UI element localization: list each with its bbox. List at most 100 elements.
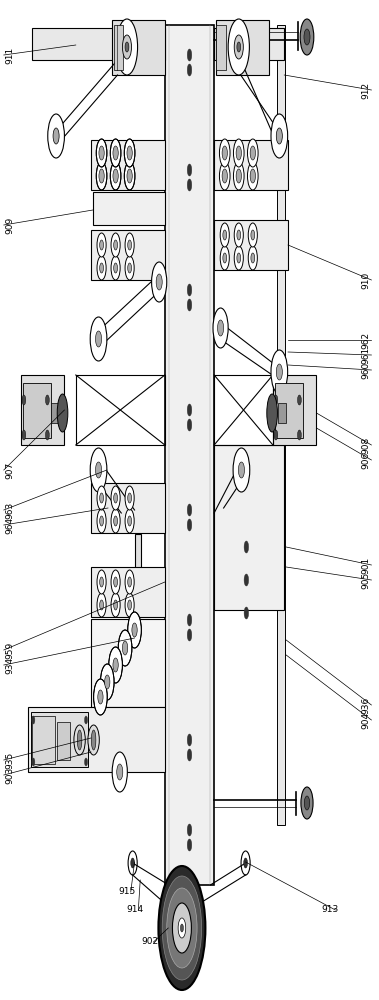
Circle shape	[238, 462, 244, 478]
Circle shape	[117, 764, 123, 780]
Circle shape	[100, 664, 114, 700]
Circle shape	[276, 128, 282, 144]
Bar	[32, 716, 55, 764]
Circle shape	[187, 839, 192, 851]
Circle shape	[274, 395, 278, 405]
Circle shape	[187, 64, 192, 76]
Circle shape	[111, 593, 120, 617]
Circle shape	[113, 146, 118, 160]
Ellipse shape	[88, 725, 99, 755]
Circle shape	[187, 749, 192, 761]
Text: 964: 964	[5, 516, 14, 534]
Circle shape	[125, 256, 134, 280]
Circle shape	[122, 641, 128, 655]
Circle shape	[218, 320, 224, 336]
Circle shape	[97, 486, 106, 510]
Circle shape	[96, 162, 107, 190]
Circle shape	[187, 519, 192, 531]
Bar	[275, 383, 303, 438]
Text: 935: 935	[5, 751, 14, 769]
Text: 911: 911	[5, 46, 14, 64]
Bar	[214, 220, 288, 270]
Circle shape	[187, 629, 192, 641]
Circle shape	[298, 395, 301, 405]
Circle shape	[276, 364, 282, 380]
Circle shape	[116, 19, 138, 75]
Text: 962: 962	[361, 331, 370, 349]
Circle shape	[223, 230, 227, 240]
Circle shape	[158, 866, 205, 990]
Bar	[214, 375, 273, 445]
Circle shape	[167, 888, 197, 968]
Bar	[91, 230, 165, 280]
Circle shape	[97, 570, 106, 594]
Circle shape	[113, 658, 118, 672]
Circle shape	[45, 430, 49, 440]
Circle shape	[85, 716, 88, 724]
Circle shape	[233, 448, 250, 492]
Circle shape	[187, 179, 192, 191]
Circle shape	[128, 577, 132, 587]
Circle shape	[22, 430, 26, 440]
Circle shape	[90, 448, 107, 492]
Circle shape	[128, 263, 132, 273]
Circle shape	[250, 169, 255, 183]
Bar	[135, 534, 141, 617]
Text: 909: 909	[5, 216, 14, 234]
Circle shape	[244, 858, 247, 868]
Text: 961: 961	[361, 346, 370, 364]
Text: 908: 908	[361, 436, 370, 454]
Circle shape	[304, 796, 310, 810]
Bar	[214, 28, 284, 60]
Circle shape	[301, 787, 313, 819]
Bar	[76, 375, 165, 445]
Circle shape	[222, 146, 227, 160]
Circle shape	[233, 162, 244, 190]
Circle shape	[96, 462, 102, 478]
Text: 902: 902	[141, 938, 158, 946]
Circle shape	[124, 162, 135, 190]
Ellipse shape	[74, 725, 85, 755]
Bar	[91, 483, 165, 533]
Circle shape	[234, 223, 243, 247]
Circle shape	[48, 114, 64, 158]
Circle shape	[112, 752, 127, 792]
Text: 910: 910	[361, 271, 370, 289]
Circle shape	[178, 918, 186, 938]
Circle shape	[187, 419, 192, 431]
Circle shape	[248, 223, 257, 247]
Circle shape	[228, 19, 249, 75]
Circle shape	[85, 758, 88, 766]
Circle shape	[244, 574, 249, 586]
Circle shape	[128, 600, 132, 610]
Bar	[214, 140, 288, 190]
Bar	[278, 403, 286, 423]
Circle shape	[125, 509, 134, 533]
Bar	[51, 403, 60, 423]
Circle shape	[105, 675, 110, 689]
Bar	[216, 25, 226, 70]
Circle shape	[111, 486, 120, 510]
Circle shape	[97, 509, 106, 533]
Circle shape	[110, 139, 121, 167]
Circle shape	[237, 253, 241, 263]
Text: 901: 901	[361, 556, 370, 574]
Circle shape	[162, 876, 202, 980]
Circle shape	[113, 169, 118, 183]
Circle shape	[300, 19, 314, 55]
Bar	[165, 25, 214, 885]
Circle shape	[125, 593, 134, 617]
Circle shape	[234, 35, 243, 59]
Text: 905: 905	[361, 571, 370, 589]
Circle shape	[125, 486, 134, 510]
Circle shape	[247, 139, 258, 167]
Text: 915: 915	[118, 888, 136, 896]
Circle shape	[118, 630, 132, 666]
Circle shape	[187, 504, 192, 516]
Text: 913: 913	[321, 906, 338, 914]
Circle shape	[248, 246, 257, 270]
Text: 960: 960	[361, 361, 370, 379]
Circle shape	[128, 240, 132, 250]
Bar	[112, 20, 165, 75]
Circle shape	[114, 577, 117, 587]
